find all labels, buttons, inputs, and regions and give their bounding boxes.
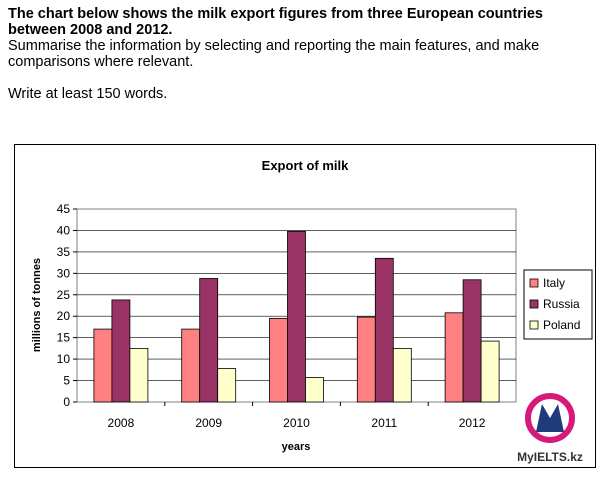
bar-russia-2008 (111, 299, 131, 403)
y-tick-label: 40 (57, 223, 71, 237)
logo-m-icon (536, 404, 564, 432)
x-tick-label-2012: 2012 (459, 416, 486, 430)
y-tick-label: 5 (63, 374, 70, 388)
task-instruction-line-1: Summarise the information by selecting a… (8, 38, 540, 54)
bar-russia-2010 (287, 230, 306, 403)
bar-poland-2012 (480, 340, 500, 403)
bar-russia-2011 (374, 257, 394, 403)
legend-swatch-russia (529, 299, 539, 309)
x-tick-label-2010: 2010 (283, 416, 310, 430)
x-tick-label-2009: 2009 (195, 416, 222, 430)
bar-russia-2012 (462, 279, 482, 403)
bar-italy-2008 (93, 328, 113, 403)
y-axis-label: millions of tonnes (31, 258, 43, 352)
y-tick-label: 30 (57, 266, 71, 280)
chart-title: Export of milk (262, 158, 349, 173)
y-tick-label: 45 (57, 202, 71, 216)
y-tick-label: 25 (57, 288, 71, 302)
bar-italy-2012 (444, 312, 464, 403)
legend-label-poland: Poland (543, 318, 580, 332)
x-axis-label: years (282, 441, 311, 453)
myielts-logo (525, 393, 575, 443)
y-tick-label: 35 (57, 245, 71, 259)
word-count-requirement: Write at least 150 words. (8, 86, 168, 102)
bar-poland-2010 (305, 377, 324, 403)
task-instruction-line-2: comparisons where relevant. (8, 54, 194, 70)
logo-ring (525, 393, 575, 443)
y-tick-label: 15 (57, 331, 71, 345)
y-tick-label: 0 (63, 395, 70, 409)
bar-italy-2011 (356, 316, 376, 403)
bar-poland-2008 (129, 347, 149, 403)
bar-russia-2009 (199, 278, 219, 403)
legend: Italy Russia Poland (523, 269, 593, 340)
bar-italy-2010 (269, 317, 288, 403)
legend-label-russia: Russia (543, 297, 580, 311)
task-title-line-1: The chart below shows the milk export fi… (8, 6, 543, 22)
x-tick-label-2011: 2011 (371, 416, 397, 430)
chart-frame (14, 144, 596, 468)
y-tick-label: 20 (57, 309, 71, 323)
legend-swatch-italy (529, 278, 539, 288)
bar-italy-2009 (181, 328, 201, 403)
task-title-line-2: between 2008 and 2012. (8, 22, 173, 38)
bar-poland-2009 (217, 368, 237, 403)
legend-label-italy: Italy (543, 276, 565, 290)
y-tick-label: 10 (57, 352, 71, 366)
legend-swatch-poland (529, 320, 539, 330)
task-prompt: The chart below shows the milk export fi… (8, 6, 612, 102)
x-tick-label-2008: 2008 (108, 416, 135, 430)
logo-text: MyIELTS.kz (517, 450, 583, 464)
bar-poland-2011 (392, 347, 412, 403)
